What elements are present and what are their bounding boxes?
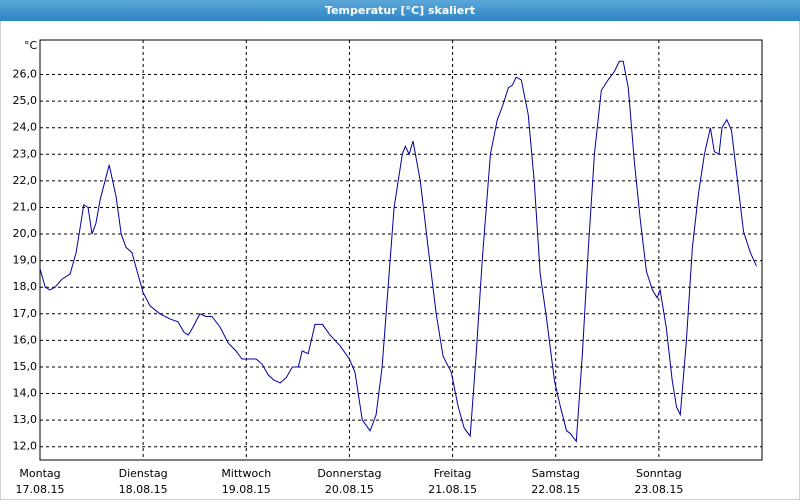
x-tick-label: Mittwoch bbox=[221, 467, 271, 480]
y-tick-label: 15,0 bbox=[13, 360, 38, 373]
y-tick-label: 16,0 bbox=[13, 333, 38, 346]
x-tick-label: Dienstag bbox=[119, 467, 168, 480]
x-tick-label: Donnerstag bbox=[317, 467, 381, 480]
x-tick-date: 23.08.15 bbox=[634, 483, 683, 496]
x-tick-date: 19.08.15 bbox=[222, 483, 271, 496]
y-tick-label: 20,0 bbox=[13, 227, 38, 240]
y-tick-label: 12,0 bbox=[13, 440, 38, 453]
y-tick-label: 26,0 bbox=[13, 68, 38, 81]
x-tick-date: 22.08.15 bbox=[531, 483, 580, 496]
x-tick-date: 21.08.15 bbox=[428, 483, 477, 496]
y-unit: °C bbox=[24, 39, 38, 52]
x-tick-date: 18.08.15 bbox=[119, 483, 168, 496]
title-bar bbox=[0, 0, 800, 21]
temperature-line bbox=[39, 60, 757, 443]
y-tick-label: 22,0 bbox=[13, 174, 38, 187]
y-tick-label: 23,0 bbox=[13, 147, 38, 160]
y-tick-label: 17,0 bbox=[13, 307, 38, 320]
x-tick-label: Samstag bbox=[532, 467, 580, 480]
x-tick-label: Sonntag bbox=[636, 467, 682, 480]
y-tick-label: 18,0 bbox=[13, 280, 38, 293]
x-tick-date: 20.08.15 bbox=[325, 483, 374, 496]
chart-title: Temperatur [°C] skaliert bbox=[325, 4, 475, 17]
x-tick-label: Freitag bbox=[434, 467, 472, 480]
y-tick-label: 21,0 bbox=[13, 200, 38, 213]
y-tick-label: 19,0 bbox=[13, 254, 38, 267]
x-tick-label: Montag bbox=[19, 467, 60, 480]
y-tick-label: 14,0 bbox=[13, 387, 38, 400]
x-tick-date: 17.08.15 bbox=[16, 483, 65, 496]
y-tick-label: 24,0 bbox=[13, 121, 38, 134]
y-tick-label: 25,0 bbox=[13, 94, 38, 107]
y-tick-label: 13,0 bbox=[13, 413, 38, 426]
